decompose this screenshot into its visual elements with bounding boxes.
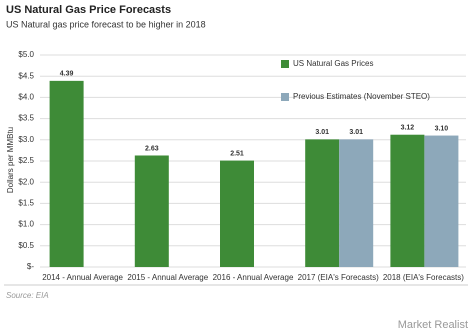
y-axis-label: Dollars per MMBtu: [6, 127, 15, 193]
bar: [424, 135, 459, 267]
y-tick-label: $3.0: [18, 135, 34, 144]
y-tick-label: $4.0: [18, 93, 34, 102]
y-tick-label: $1.5: [18, 199, 34, 208]
value-label: 3.01: [315, 129, 329, 136]
value-label: 3.01: [349, 129, 363, 136]
y-tick-label: $-: [27, 262, 34, 271]
legend-swatch: [281, 60, 289, 68]
bar: [49, 80, 84, 267]
y-tick-label: $0.5: [18, 241, 34, 250]
legend-label: Previous Estimates (November STEO): [293, 92, 430, 101]
watermark: Market Realist: [398, 319, 468, 331]
x-tick-label: 2018 (EIA's Forecasts): [383, 273, 464, 282]
source: Source: EIA: [6, 291, 49, 300]
bar: [339, 139, 374, 267]
chart-subtitle: US Natural gas price forecast to be high…: [6, 19, 206, 29]
x-tick-label: 2015 - Annual Average: [127, 273, 208, 282]
y-tick-label: $2.0: [18, 177, 34, 186]
y-tick-label: $2.5: [18, 156, 34, 165]
y-tick-label: $4.5: [18, 71, 34, 80]
legend-swatch: [281, 93, 289, 101]
value-label: 3.12: [401, 125, 415, 132]
bar: [390, 134, 425, 267]
value-label: 2.63: [145, 145, 159, 152]
x-tick-label: 2014 - Annual Average: [42, 273, 123, 282]
y-tick-label: $1.0: [18, 220, 34, 229]
bar: [134, 155, 169, 267]
value-label: 4.39: [60, 71, 74, 78]
y-tick-label: $5.0: [18, 50, 34, 59]
x-tick-label: 2016 - Annual Average: [213, 273, 294, 282]
value-label: 3.10: [435, 125, 449, 132]
legend-label: US Natural Gas Prices: [293, 59, 373, 68]
y-tick-label: $3.5: [18, 114, 34, 123]
x-tick-label: 2017 (EIA's Forecasts): [298, 273, 379, 282]
chart-title: US Natural Gas Price Forecasts: [6, 4, 171, 16]
bar: [305, 139, 340, 267]
bar: [220, 160, 254, 267]
value-label: 2.51: [230, 150, 244, 157]
